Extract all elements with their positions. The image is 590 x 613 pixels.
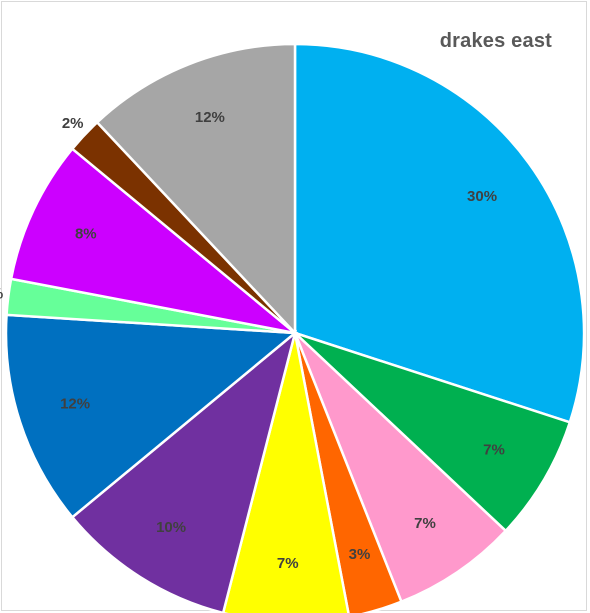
data-label-6: 10% — [156, 519, 186, 536]
data-label-2: 7% — [483, 442, 505, 459]
pie-data-labels: 30% 7% 7% 3% 7% 10% 12% 2% 8% 2% 12% — [0, 109, 505, 572]
data-label-1: 30% — [467, 188, 497, 205]
pie-slice-11 — [95, 42, 297, 337]
pie-slice-5 — [221, 332, 350, 613]
pie-slice-9 — [9, 147, 296, 335]
pie-slices — [4, 42, 586, 613]
pie-slice-7 — [4, 313, 299, 519]
data-label-10: 2% — [62, 115, 84, 132]
data-label-3: 7% — [414, 515, 436, 532]
data-label-5: 7% — [277, 555, 299, 572]
pie-slice-2 — [294, 331, 572, 533]
data-label-7: 12% — [60, 395, 90, 412]
chart-title: drakes east — [439, 30, 552, 52]
pie-slice-4 — [293, 332, 404, 613]
pie-slice-3 — [293, 332, 508, 604]
data-label-9: 8% — [75, 226, 97, 243]
data-label-8: 2% — [0, 286, 3, 303]
pie-slice-6 — [70, 329, 298, 613]
pie-slice-1 — [293, 42, 586, 424]
data-label-11: 12% — [195, 109, 225, 126]
data-label-4: 3% — [349, 546, 371, 563]
